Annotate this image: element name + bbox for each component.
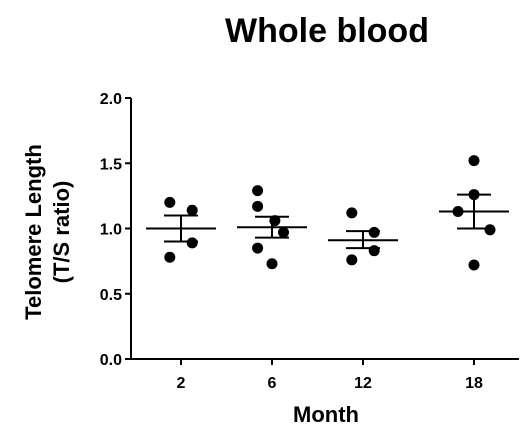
y-tick-label: 0.5 — [100, 287, 122, 304]
y-axis-title-line2: (T/S ratio) — [49, 181, 74, 284]
y-tick-label: 1.5 — [100, 156, 122, 173]
data-point — [164, 196, 176, 208]
chart-title: Whole blood — [225, 12, 429, 50]
x-tick-label: 2 — [177, 375, 186, 392]
y-tick-label: 1.0 — [100, 222, 122, 239]
data-point — [346, 254, 358, 266]
data-point — [468, 259, 480, 271]
data-point — [252, 200, 264, 212]
data-point — [368, 245, 380, 257]
data-point — [186, 204, 198, 216]
x-tick-label: 6 — [268, 375, 277, 392]
y-tick-label: 2.0 — [100, 91, 122, 108]
x-axis-title: Month — [293, 402, 359, 427]
x-tick-label: 12 — [354, 375, 372, 392]
data-point — [266, 258, 278, 270]
y-axis-title-line1: Telomere Length — [21, 144, 46, 320]
data-point — [186, 237, 198, 249]
data-point — [278, 226, 290, 238]
data-point — [368, 226, 380, 238]
data-point — [252, 185, 264, 197]
data-point — [346, 207, 358, 219]
data-point — [164, 251, 176, 263]
data-point — [468, 155, 480, 167]
data-point — [252, 242, 264, 254]
data-point — [484, 224, 496, 236]
x-tick-label: 18 — [465, 375, 483, 392]
y-tick-label: 0.0 — [100, 352, 122, 369]
